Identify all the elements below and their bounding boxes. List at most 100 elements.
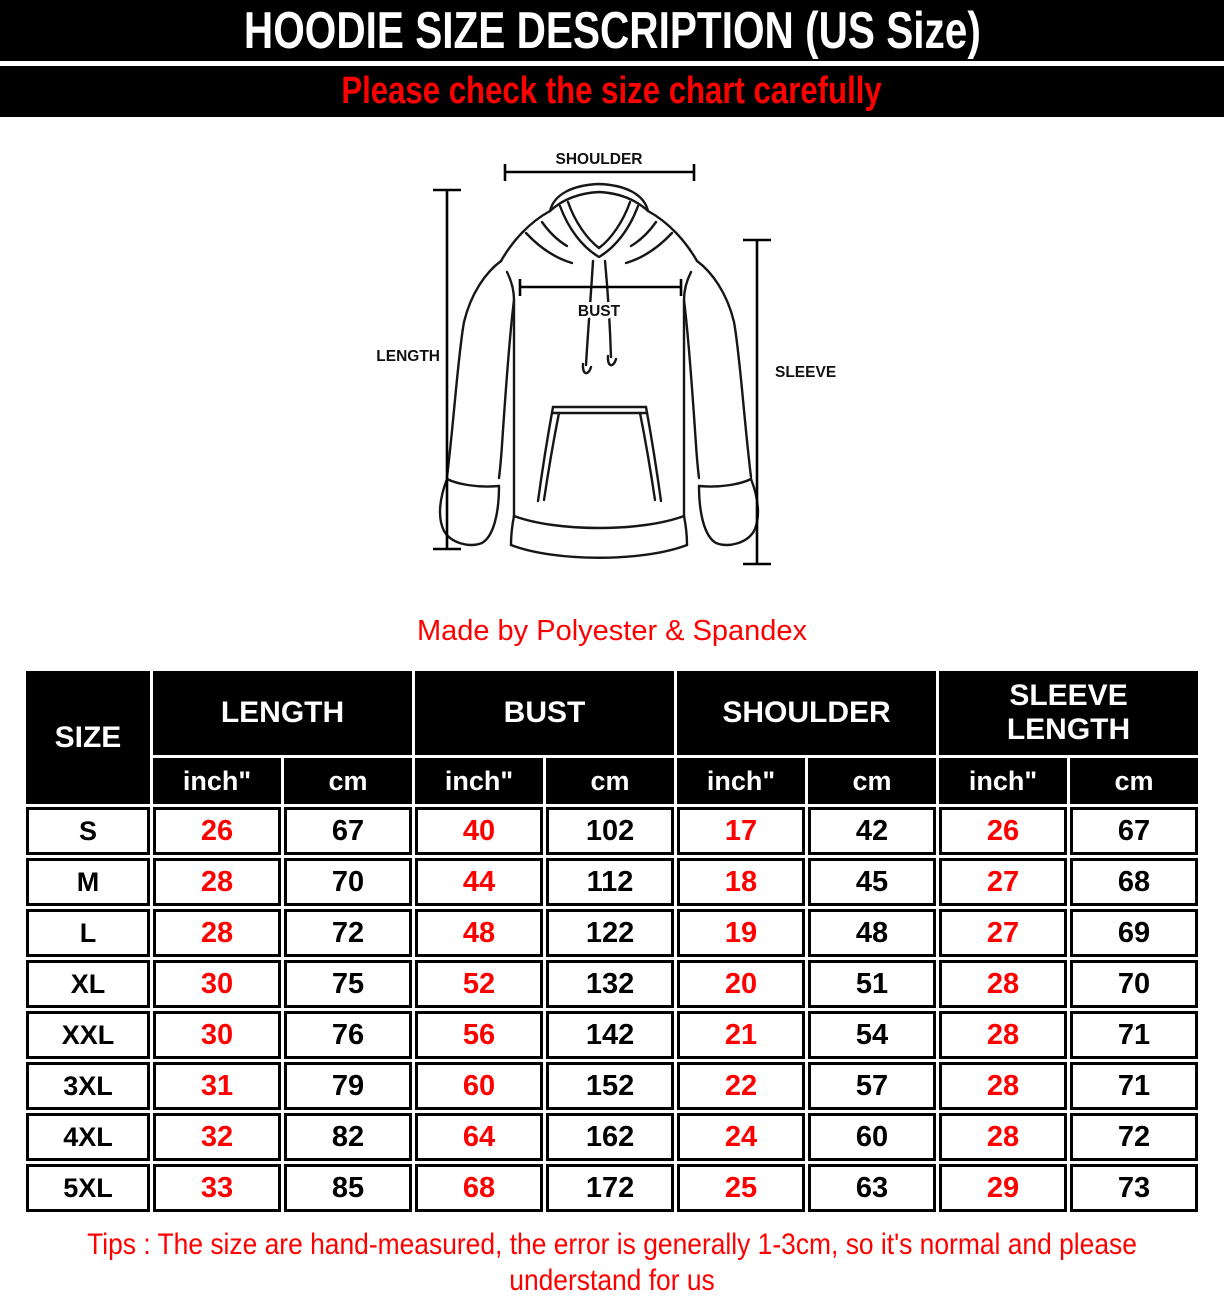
value-cell: 60: [415, 1062, 543, 1110]
value-cell: 28: [939, 1113, 1068, 1161]
value-cell: 31: [152, 1062, 281, 1110]
right-cuff: [697, 477, 760, 547]
unit-header-inch: inch": [677, 758, 806, 804]
value-cell: 68: [415, 1164, 543, 1212]
table-row: S 26 67 40 102 17 42 26 67: [25, 807, 1199, 855]
page-subtitle: Please check the size chart carefully: [341, 70, 883, 112]
value-cell: 48: [808, 909, 937, 957]
value-cell: 20: [677, 960, 806, 1008]
subtitle-banner: Please check the size chart carefully: [0, 66, 1224, 117]
size-cell: L: [25, 909, 150, 957]
size-cell: 5XL: [25, 1164, 150, 1212]
tips-note: Tips : The size are hand-measured, the e…: [0, 1215, 1224, 1299]
value-cell: 72: [283, 909, 412, 957]
size-cell: XL: [25, 960, 150, 1008]
value-cell: 27: [939, 909, 1068, 957]
group-header-bust: BUST: [415, 671, 675, 755]
shoulder-measure-line: [503, 164, 696, 181]
value-cell: 45: [808, 858, 937, 906]
size-cell: 4XL: [25, 1113, 150, 1161]
value-cell: 67: [283, 807, 412, 855]
pocket-side: [536, 405, 555, 503]
group-header-sleeve-length-text: SLEEVE LENGTH: [1006, 679, 1131, 746]
value-cell: 40: [415, 807, 543, 855]
value-cell: 30: [152, 1011, 281, 1059]
shoulder-label: SHOULDER: [556, 151, 643, 168]
drawstring-tip: [581, 362, 593, 375]
hood-opening-inner: [566, 200, 632, 250]
tips-line-2: understand for us: [509, 1264, 715, 1297]
pocket-side: [542, 411, 561, 502]
value-cell: 85: [283, 1164, 412, 1212]
drawstring: [584, 259, 595, 367]
value-cell: 24: [677, 1113, 806, 1161]
table-row: 5XL 33 85 68 172 25 63 29 73: [25, 1164, 1199, 1212]
group-header-sleeve-length: SLEEVE LENGTH: [939, 671, 1199, 755]
value-cell: 132: [546, 960, 675, 1008]
unit-header-cm: cm: [808, 758, 937, 804]
value-cell: 60: [808, 1113, 937, 1161]
table-row: L 28 72 48 122 19 48 27 69: [25, 909, 1199, 957]
size-cell: XXL: [25, 1011, 150, 1059]
value-cell: 69: [1070, 909, 1199, 957]
table-row: M 28 70 44 112 18 45 27 68: [25, 858, 1199, 906]
value-cell: 172: [546, 1164, 675, 1212]
group-header-length: LENGTH: [152, 671, 412, 755]
right-sleeve-inner: [682, 298, 701, 480]
hoodie-diagram: SHOULDER LENGTH BUST SLEEVE: [373, 148, 839, 566]
size-cell: M: [25, 858, 150, 906]
value-cell: 42: [808, 807, 937, 855]
value-cell: 28: [152, 858, 281, 906]
bust-label: BUST: [578, 303, 621, 320]
size-table: SIZE LENGTH BUST SHOULDER SLEEVE LENGTH …: [23, 668, 1201, 1215]
bust-measure-line: [518, 279, 683, 296]
value-cell: 70: [1070, 960, 1199, 1008]
pocket-side: [638, 411, 657, 502]
value-cell: 71: [1070, 1062, 1199, 1110]
value-cell: 152: [546, 1062, 675, 1110]
collar-fold: [524, 231, 574, 265]
unit-header-cm: cm: [283, 758, 412, 804]
hood-inner-edge: [548, 190, 650, 213]
right-sleeve-outline: [695, 259, 753, 479]
hood-fold: [629, 220, 658, 248]
value-cell: 30: [152, 960, 281, 1008]
value-cell: 64: [415, 1113, 543, 1161]
hood-outline: [548, 182, 650, 213]
left-sleeve-inner: [497, 298, 516, 480]
value-cell: 32: [152, 1113, 281, 1161]
hood-opening: [558, 204, 640, 259]
size-column-header: SIZE: [25, 671, 150, 804]
unit-header-inch: inch": [415, 758, 543, 804]
value-cell: 52: [415, 960, 543, 1008]
title-banner: HOODIE SIZE DESCRIPTION (US Size): [0, 0, 1224, 61]
hem-band: [509, 514, 516, 547]
value-cell: 33: [152, 1164, 281, 1212]
hem-band: [682, 514, 689, 547]
banner-divider: [0, 61, 1224, 66]
value-cell: 76: [283, 1011, 412, 1059]
value-cell: 56: [415, 1011, 543, 1059]
sleeve-label: SLEEVE: [775, 364, 836, 381]
value-cell: 27: [939, 858, 1068, 906]
value-cell: 28: [939, 1011, 1068, 1059]
value-cell: 122: [546, 909, 675, 957]
value-cell: 79: [283, 1062, 412, 1110]
table-row: 4XL 32 82 64 162 24 60 28 72: [25, 1113, 1199, 1161]
value-cell: 28: [939, 1062, 1068, 1110]
table-unit-row: inch" cm inch" cm inch" cm inch" cm: [26, 758, 1199, 804]
value-cell: 63: [808, 1164, 937, 1212]
hoodie-diagram-section: SHOULDER LENGTH BUST SLEEVE: [0, 145, 1224, 608]
value-cell: 142: [546, 1011, 675, 1059]
value-cell: 26: [152, 807, 281, 855]
value-cell: 67: [1070, 807, 1199, 855]
value-cell: 25: [677, 1164, 806, 1212]
value-cell: 19: [677, 909, 806, 957]
table-row: XXL 30 76 56 142 21 54 28 71: [25, 1011, 1199, 1059]
value-cell: 44: [415, 858, 543, 906]
right-wrist-seam: [697, 477, 753, 488]
unit-header-inch: inch": [152, 758, 281, 804]
value-cell: 68: [1070, 858, 1199, 906]
hem-band: [512, 514, 686, 530]
unit-header-cm: cm: [546, 758, 675, 804]
